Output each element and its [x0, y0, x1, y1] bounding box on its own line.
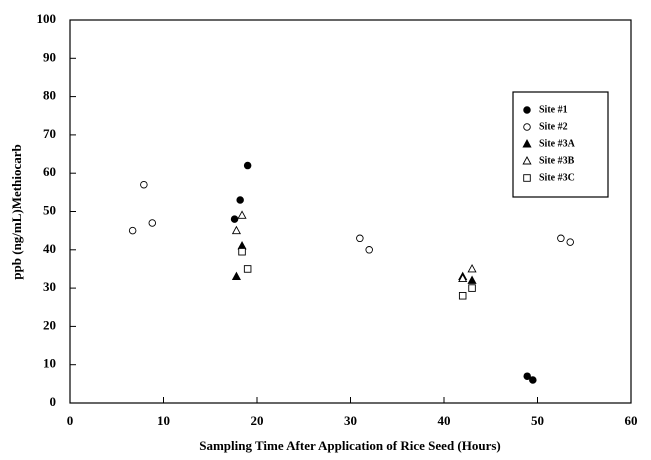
point — [237, 210, 247, 219]
legend-marker — [523, 123, 531, 131]
y-tick-label: 10 — [43, 356, 56, 371]
x-axis-label: Sampling Time After Application of Rice … — [199, 438, 501, 453]
x-tick-label: 10 — [157, 413, 170, 428]
point — [243, 265, 252, 273]
x-tick-label: 60 — [625, 413, 638, 428]
y-tick-label: 100 — [37, 11, 57, 26]
x-tick-label: 0 — [67, 413, 74, 428]
point — [140, 180, 148, 189]
point — [356, 234, 364, 243]
point — [467, 275, 477, 284]
point — [230, 215, 239, 223]
point — [237, 241, 247, 250]
x-tick-label: 30 — [344, 413, 357, 428]
y-tick-label: 70 — [43, 126, 56, 141]
point — [365, 246, 373, 254]
x-tick-label: 20 — [251, 413, 264, 428]
point — [529, 376, 537, 384]
point — [523, 372, 531, 380]
legend-marker — [522, 156, 532, 165]
point — [458, 292, 467, 300]
legend-label: Site #3C — [539, 172, 575, 183]
legend: Site #1 Site #2 Site #3A Site #3B Site #3C — [512, 91, 609, 198]
point — [458, 273, 468, 282]
y-tick-label: 30 — [43, 279, 56, 294]
y-tick-label: 80 — [43, 88, 56, 103]
legend-label: Site #3A — [539, 138, 576, 149]
point — [236, 196, 244, 204]
point — [148, 219, 157, 227]
legend-label: Site #1 — [539, 104, 568, 115]
y-axis-label: ppb (ng/mL)Methiocarb — [9, 144, 24, 279]
point — [467, 264, 477, 273]
y-tick-label: 40 — [43, 241, 56, 256]
plot-frame — [69, 19, 632, 404]
point — [128, 226, 137, 235]
point — [231, 271, 241, 281]
legend-marker — [523, 106, 531, 114]
point — [231, 225, 241, 235]
y-tick-label: 60 — [43, 164, 56, 179]
legend-marker — [523, 174, 531, 182]
x-tick-label: 40 — [438, 413, 451, 428]
point — [468, 284, 476, 292]
point — [566, 238, 574, 246]
y-tick-label: 20 — [43, 317, 56, 332]
y-tick-label: 0 — [50, 394, 57, 409]
legend-label: Site #3B — [539, 155, 575, 166]
y-tick-label: 50 — [43, 202, 56, 217]
point — [557, 234, 565, 243]
legend-marker — [522, 139, 532, 148]
point — [238, 247, 246, 256]
x-tick-label: 50 — [531, 413, 544, 428]
point — [243, 161, 252, 170]
legend-label: Site #2 — [539, 121, 568, 132]
y-tick-label: 90 — [43, 49, 56, 64]
